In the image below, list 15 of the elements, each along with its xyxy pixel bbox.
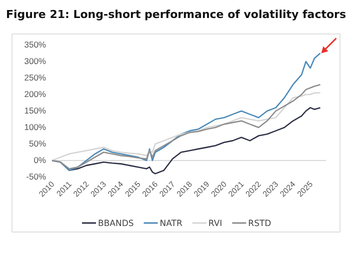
- y-tick-label: 0%: [34, 155, 46, 166]
- legend-label: RSTD: [248, 219, 272, 229]
- y-tick-label: -50%: [26, 172, 46, 182]
- legend-label: NATR: [160, 219, 182, 229]
- chart-title: Figure 21: Long-short performance of volatility factors: [6, 8, 346, 21]
- y-tick-label: 300%: [24, 56, 46, 66]
- y-tick-label: 50%: [28, 138, 46, 149]
- legend-label: RVI: [208, 219, 222, 229]
- y-tick-label: 150%: [24, 106, 46, 116]
- line-series: [51, 84, 321, 170]
- y-tick-label: 250%: [24, 72, 46, 83]
- y-tick-label: 200%: [24, 89, 46, 100]
- y-tick-label: 350%: [24, 40, 46, 50]
- y-tick-label: 100%: [24, 122, 46, 132]
- legend-label: BBANDS: [98, 219, 134, 229]
